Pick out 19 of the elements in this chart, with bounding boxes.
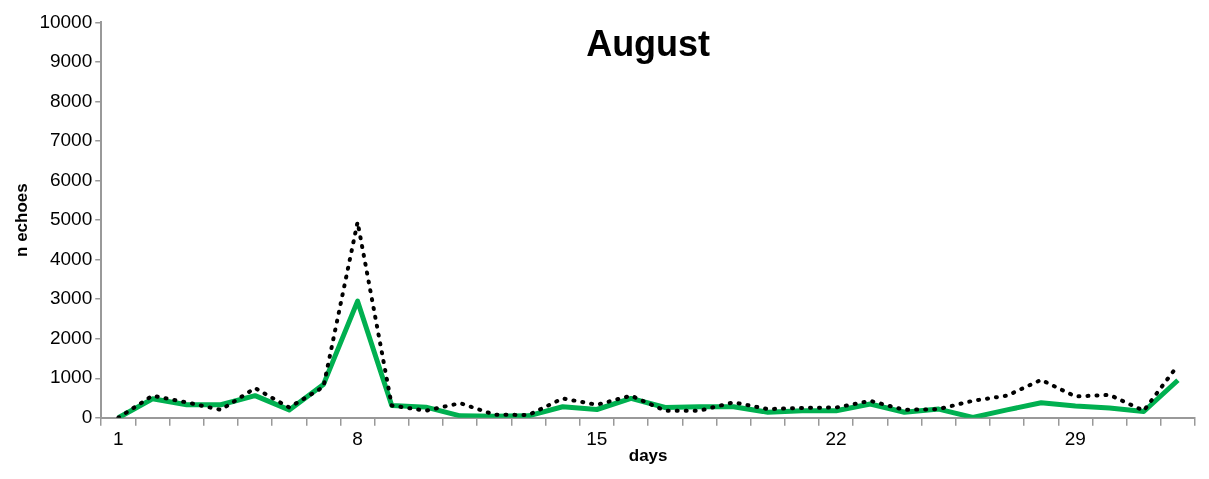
- y-tick-label: 7000: [49, 129, 93, 151]
- y-tick-label: 3000: [49, 287, 93, 309]
- y-tick-label: 1000: [49, 366, 93, 388]
- x-axis-title: days: [628, 446, 668, 466]
- y-tick-label: 8000: [49, 89, 93, 111]
- y-tick-label: 6000: [49, 168, 93, 190]
- y-tick-label: 10000: [39, 10, 93, 32]
- x-tick-label: 29: [1064, 428, 1086, 450]
- y-axis-title: n echoes: [11, 183, 31, 257]
- x-tick-label: 15: [586, 428, 608, 450]
- x-tick-label: 1: [113, 428, 124, 450]
- y-tick-label: 9000: [49, 50, 93, 72]
- x-tick-label: 22: [825, 428, 847, 450]
- y-tick-label: 2000: [49, 326, 93, 348]
- y-tick-label: 0: [81, 406, 93, 428]
- y-tick-label: 4000: [49, 247, 93, 269]
- chart-title: August: [586, 23, 711, 65]
- x-tick-label: 8: [352, 428, 363, 450]
- y-tick-label: 5000: [49, 208, 93, 230]
